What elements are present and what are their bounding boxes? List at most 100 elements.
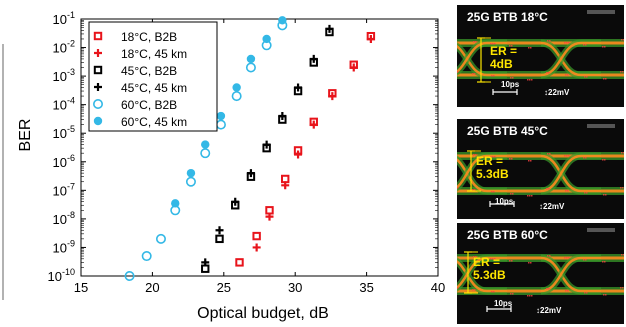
eye-transition-core [457, 256, 507, 289]
rail-top-core [457, 41, 624, 45]
noise-dot [473, 154, 475, 156]
noise-dot [529, 195, 531, 197]
data-point [309, 54, 318, 63]
noise-dot [530, 160, 532, 162]
legend-label: 45°C, 45 km [121, 81, 187, 95]
data-point [186, 168, 196, 178]
noise-dot [567, 74, 569, 76]
noise-dot [566, 257, 568, 259]
noise-dot [568, 155, 570, 157]
data-point [309, 120, 318, 129]
noise-dot [583, 259, 585, 261]
noise-dot [568, 257, 570, 259]
legend-label: 60°C, 45 km [121, 115, 187, 129]
noise-dot [622, 187, 624, 189]
noise-dot [512, 77, 514, 79]
data-point [262, 140, 271, 149]
noise-dot [527, 79, 529, 81]
amp-scale-label: 22mV [540, 306, 562, 315]
noise-dot [457, 187, 459, 189]
series-2 [201, 27, 334, 273]
noise-dot [475, 256, 477, 258]
data-point [231, 197, 240, 206]
data-point [215, 234, 224, 244]
y-tick-label: 10-10 [48, 267, 75, 284]
axes: 15 20 25 30 35 40 10-1 10-2 10-3 10-4 10-5 10-6 10-7… [48, 10, 446, 295]
noise-dot [546, 288, 548, 290]
noise-dot [621, 152, 623, 154]
amp-scale-label: 22mV [548, 88, 570, 97]
eye-traces [457, 124, 624, 207]
data-point [366, 34, 375, 43]
noise-dot [622, 71, 624, 73]
legend-marker [93, 31, 103, 41]
er-label-45c: ER = 5.3dB [476, 154, 509, 181]
noise-dot [605, 194, 607, 196]
data-point [155, 233, 166, 244]
noise-dot [567, 190, 569, 192]
eye-diagram-60c [457, 228, 624, 312]
data-point [235, 258, 244, 267]
noise-dot [565, 74, 567, 76]
legend-marker [93, 116, 103, 126]
noise-dot [493, 191, 495, 193]
noise-dot [491, 75, 493, 77]
noise-dot [621, 254, 623, 256]
legend-marker [94, 49, 102, 57]
noise-dot [531, 79, 533, 81]
y-tick-label: 10-6 [53, 153, 75, 170]
noise-dot [494, 156, 496, 158]
x-axis-label: Optical budget, dB [197, 305, 329, 322]
noise-dot [564, 155, 566, 157]
noise-dot [546, 188, 548, 190]
noise-dot [491, 191, 493, 193]
amp-scale-18c: ↕22mV [544, 88, 569, 97]
time-scale-label: 10ps [501, 80, 520, 89]
eye-title-18c: 25G BTB 18°C [467, 10, 548, 24]
eye-panel-18c: 25G BTB 18°C ER = 4dB 10ps ↕22mV [457, 5, 624, 107]
data-point [294, 150, 303, 159]
corner-readout [587, 10, 615, 14]
data-point [232, 83, 241, 92]
noise-dot [527, 295, 529, 297]
noise-dot [586, 192, 588, 194]
noise-dot [492, 258, 494, 260]
data-point [328, 92, 337, 101]
noise-dot [602, 46, 604, 48]
eye-diagram-18c [457, 10, 624, 95]
data-points [124, 16, 376, 281]
noise-dot [585, 157, 587, 159]
noise-dot [620, 71, 622, 73]
x-tick-label: 20 [145, 280, 159, 295]
noise-dot [564, 257, 566, 259]
noise-dot [623, 254, 624, 256]
noise-dot [565, 190, 567, 192]
noise-dot [565, 290, 567, 292]
noise-dot [528, 160, 530, 162]
y-tick-label: 10-2 [53, 39, 75, 56]
rail-bottom-core [457, 73, 624, 77]
noise-dot [490, 258, 492, 260]
series-4 [124, 20, 288, 281]
noise-dot [547, 40, 549, 42]
data-point [201, 258, 210, 267]
x-tick-label: 40 [431, 280, 445, 295]
noise-dot [509, 158, 511, 160]
data-point [278, 16, 287, 25]
noise-dot [584, 192, 586, 194]
noise-dot [585, 44, 587, 46]
x-tick-label: 25 [217, 280, 231, 295]
noise-dot [530, 262, 532, 264]
noise-dot [548, 288, 550, 290]
eye-title-45c: 25G BTB 45°C [467, 124, 548, 138]
plot-frame [80, 18, 439, 277]
y-tick-label: 10-8 [53, 210, 75, 227]
noise-dot [549, 255, 551, 257]
noise-dot [457, 71, 459, 73]
eye-panel-60c: 25G BTB 60°C ER = 5.3dB 10ps ↕22mV [457, 223, 624, 324]
noise-dot [457, 287, 459, 289]
noise-dot [509, 45, 511, 47]
noise-dot [564, 42, 566, 44]
noise-dot [620, 187, 622, 189]
